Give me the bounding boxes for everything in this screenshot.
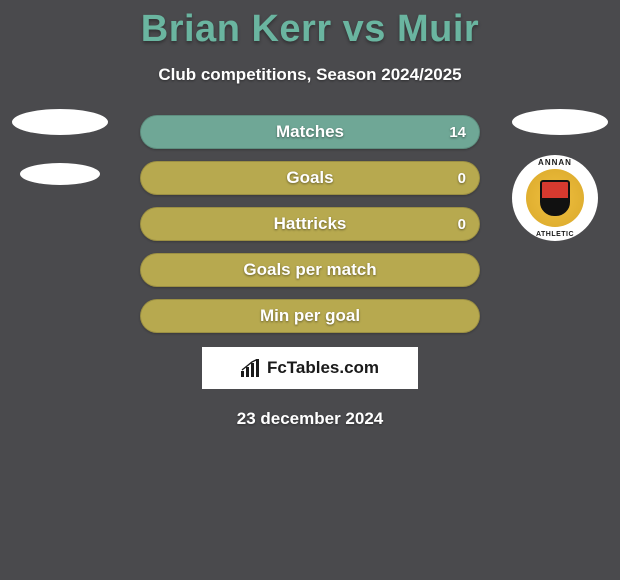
footer-date: 23 december 2024	[0, 409, 620, 429]
stat-row: Min per goal	[140, 299, 480, 333]
club-badge: ANNAN ATHLETIC	[512, 155, 598, 241]
stat-label: Goals per match	[243, 260, 376, 280]
branding-box: FcTables.com	[202, 347, 418, 389]
placeholder-badge-icon	[512, 109, 608, 135]
page-title: Brian Kerr vs Muir	[0, 0, 620, 51]
placeholder-badge-icon	[12, 109, 108, 135]
stat-row: Goals per match	[140, 253, 480, 287]
stat-row: Hattricks 0	[140, 207, 480, 241]
stat-row: Matches 14	[140, 115, 480, 149]
left-player-badges	[12, 109, 108, 213]
right-player-badges: ANNAN ATHLETIC	[512, 109, 608, 241]
club-badge-bottom-text: ATHLETIC	[512, 231, 598, 238]
placeholder-badge-icon	[20, 163, 100, 185]
club-badge-top-text: ANNAN	[512, 158, 598, 167]
stat-value-right: 0	[458, 170, 466, 187]
bars-icon	[241, 359, 263, 377]
stat-rows: Matches 14 Goals 0 Hattricks 0 Goals per match…	[140, 115, 480, 333]
stat-label: Hattricks	[274, 214, 347, 234]
club-badge-ring	[526, 169, 584, 227]
stat-value-right: 14	[449, 124, 466, 141]
stat-label: Goals	[286, 168, 333, 188]
page-subtitle: Club competitions, Season 2024/2025	[0, 65, 620, 85]
stat-label: Matches	[276, 122, 344, 142]
comparison-panel: ANNAN ATHLETIC Matches 14 Goals 0 Hattricks 0…	[0, 115, 620, 429]
stat-value-right: 0	[458, 216, 466, 233]
stat-row: Goals 0	[140, 161, 480, 195]
branding-text: FcTables.com	[267, 358, 379, 378]
stat-label: Min per goal	[260, 306, 360, 326]
club-badge-shield-icon	[540, 180, 570, 216]
